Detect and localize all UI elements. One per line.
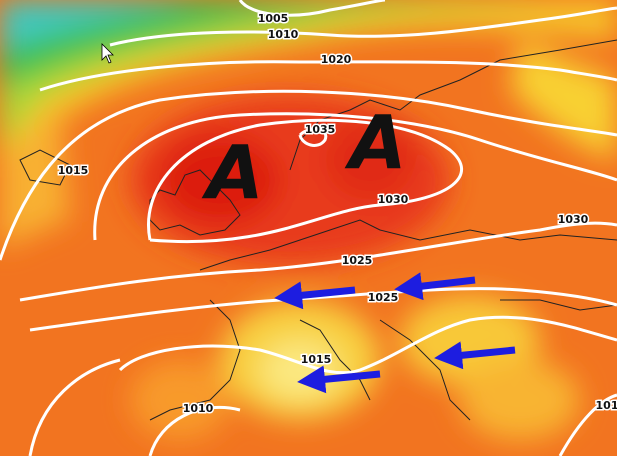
isobar-label: 1005 xyxy=(258,12,289,25)
mouse-cursor xyxy=(101,43,114,64)
isobar-label: 1035 xyxy=(305,123,336,136)
coastlines xyxy=(19,39,617,421)
pressure-center: A xyxy=(344,101,406,187)
isobar-label: 1020 xyxy=(321,53,352,66)
isobar-label: 1015 xyxy=(58,164,89,177)
isobar-label: 1010 xyxy=(183,402,214,415)
isobar-label: 1015 xyxy=(301,353,332,366)
isobar-label: 1025 xyxy=(368,291,399,304)
pressure-center: A xyxy=(201,131,263,217)
isobar-label: 1025 xyxy=(342,254,373,267)
wind-arrows xyxy=(274,272,516,394)
isobar-label: 101 xyxy=(596,399,617,412)
labels: A A 1005 1010 1020 1035 1015 1030 1030 1025 1025 10… xyxy=(56,11,617,417)
isobar-label: 1010 xyxy=(268,28,299,41)
isobar-label: 1030 xyxy=(558,213,589,226)
isobar-label: 1030 xyxy=(378,193,409,206)
